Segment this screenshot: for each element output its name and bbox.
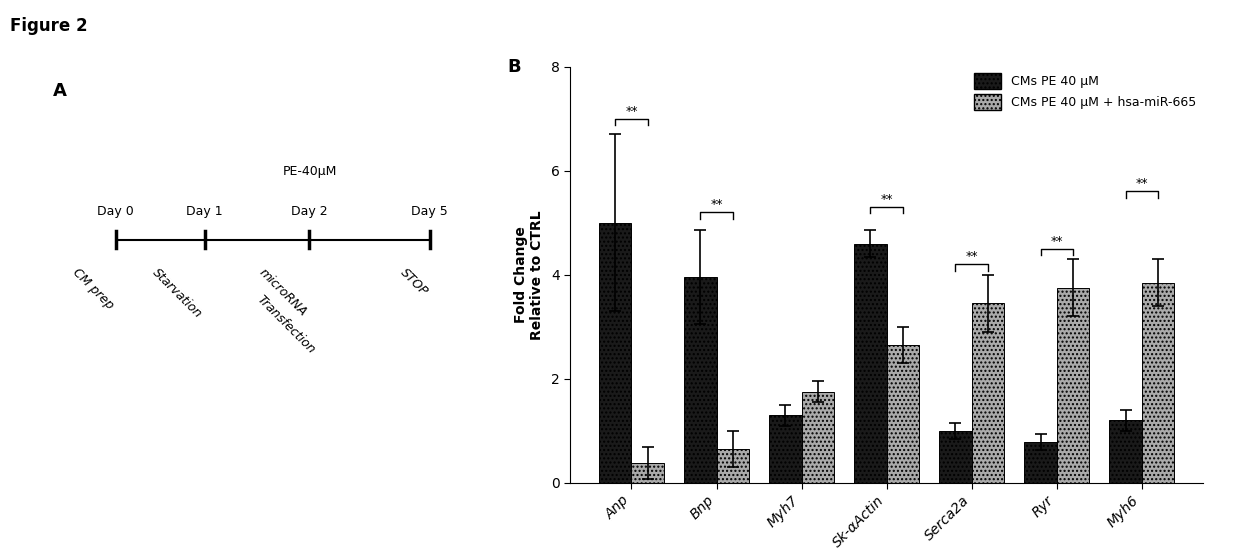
Legend: CMs PE 40 μM, CMs PE 40 μM + hsa-miR-665: CMs PE 40 μM, CMs PE 40 μM + hsa-miR-665 <box>973 73 1197 110</box>
Text: **: ** <box>880 193 893 206</box>
Text: Day 0: Day 0 <box>98 205 134 218</box>
Bar <box>1110 421 1142 483</box>
Bar <box>972 304 1004 483</box>
Bar <box>854 244 887 483</box>
Bar <box>1024 442 1056 483</box>
Text: B: B <box>507 58 521 76</box>
Bar <box>1142 282 1174 483</box>
Bar <box>684 278 717 483</box>
Text: Figure 2: Figure 2 <box>10 17 88 34</box>
Bar <box>769 415 801 483</box>
Bar <box>940 431 972 483</box>
Text: Transfection: Transfection <box>254 292 317 356</box>
Bar <box>1056 287 1089 483</box>
Text: **: ** <box>1136 178 1148 190</box>
Text: **: ** <box>711 198 723 211</box>
Text: Day 1: Day 1 <box>186 205 223 218</box>
Text: **: ** <box>966 250 978 263</box>
Text: Day 2: Day 2 <box>291 205 327 218</box>
Bar <box>717 449 749 483</box>
Bar <box>887 345 919 483</box>
Text: A: A <box>53 82 67 100</box>
Text: STOP: STOP <box>398 266 430 299</box>
Text: PE-40μM: PE-40μM <box>283 164 336 178</box>
Text: Day 5: Day 5 <box>412 205 448 218</box>
Bar <box>801 392 833 483</box>
Bar <box>599 223 631 483</box>
Text: **: ** <box>625 104 637 118</box>
Bar <box>631 463 663 483</box>
Text: Starvation: Starvation <box>150 266 205 321</box>
Text: CM prep: CM prep <box>69 266 115 312</box>
Text: microRNA: microRNA <box>257 266 310 319</box>
Y-axis label: Fold Change
Relative to CTRL: Fold Change Relative to CTRL <box>513 210 544 340</box>
Text: **: ** <box>1050 235 1063 248</box>
